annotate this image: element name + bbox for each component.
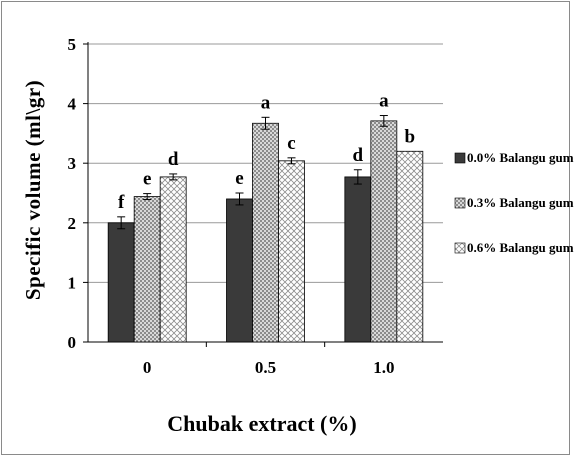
bar	[396, 150, 424, 343]
y-tick-label: 5	[68, 35, 77, 54]
y-tick-label: 1	[68, 273, 77, 292]
y-tick-label: 4	[68, 95, 77, 114]
y-tick-label: 2	[68, 214, 77, 233]
legend-label-series-1: 0.0% Balangu gum	[467, 150, 574, 165]
bar	[252, 122, 279, 343]
bar	[370, 120, 398, 343]
y-tick-label: 3	[68, 154, 77, 173]
significance-letter: d	[353, 145, 364, 166]
bar	[159, 176, 187, 343]
significance-letter: d	[168, 149, 179, 170]
legend-swatch-series-3	[454, 242, 466, 254]
y-axis-title: Specific volume (ml\gr)	[21, 80, 45, 300]
bar	[278, 160, 305, 343]
x-tick-label: 0.5	[255, 358, 276, 377]
legend-label-series-3: 0.6% Balangu gum	[467, 240, 574, 255]
significance-letter: b	[405, 126, 416, 147]
significance-letter: e	[235, 168, 243, 189]
legend: 0.0% Balangu gum 0.3% Balangu gum 0.6% B…	[454, 150, 574, 255]
bar	[133, 196, 161, 343]
bar	[344, 176, 372, 343]
legend-label-series-2: 0.3% Balangu gum	[467, 195, 574, 210]
bar	[107, 222, 135, 343]
bars	[107, 115, 424, 343]
x-tick-label: 1.0	[373, 358, 394, 377]
x-axis-title: Chubak extract (%)	[167, 411, 356, 436]
legend-swatch-series-2	[454, 197, 466, 209]
x-tick-label: 0	[143, 358, 152, 377]
significance-letter: f	[118, 192, 125, 213]
legend-swatch-series-1	[454, 152, 466, 164]
significance-letter: c	[287, 133, 295, 154]
significance-letter: a	[261, 92, 271, 113]
y-tick-label: 0	[68, 333, 77, 352]
significance-letter: e	[143, 169, 151, 190]
significance-letter: a	[379, 91, 389, 112]
bar	[226, 198, 253, 343]
